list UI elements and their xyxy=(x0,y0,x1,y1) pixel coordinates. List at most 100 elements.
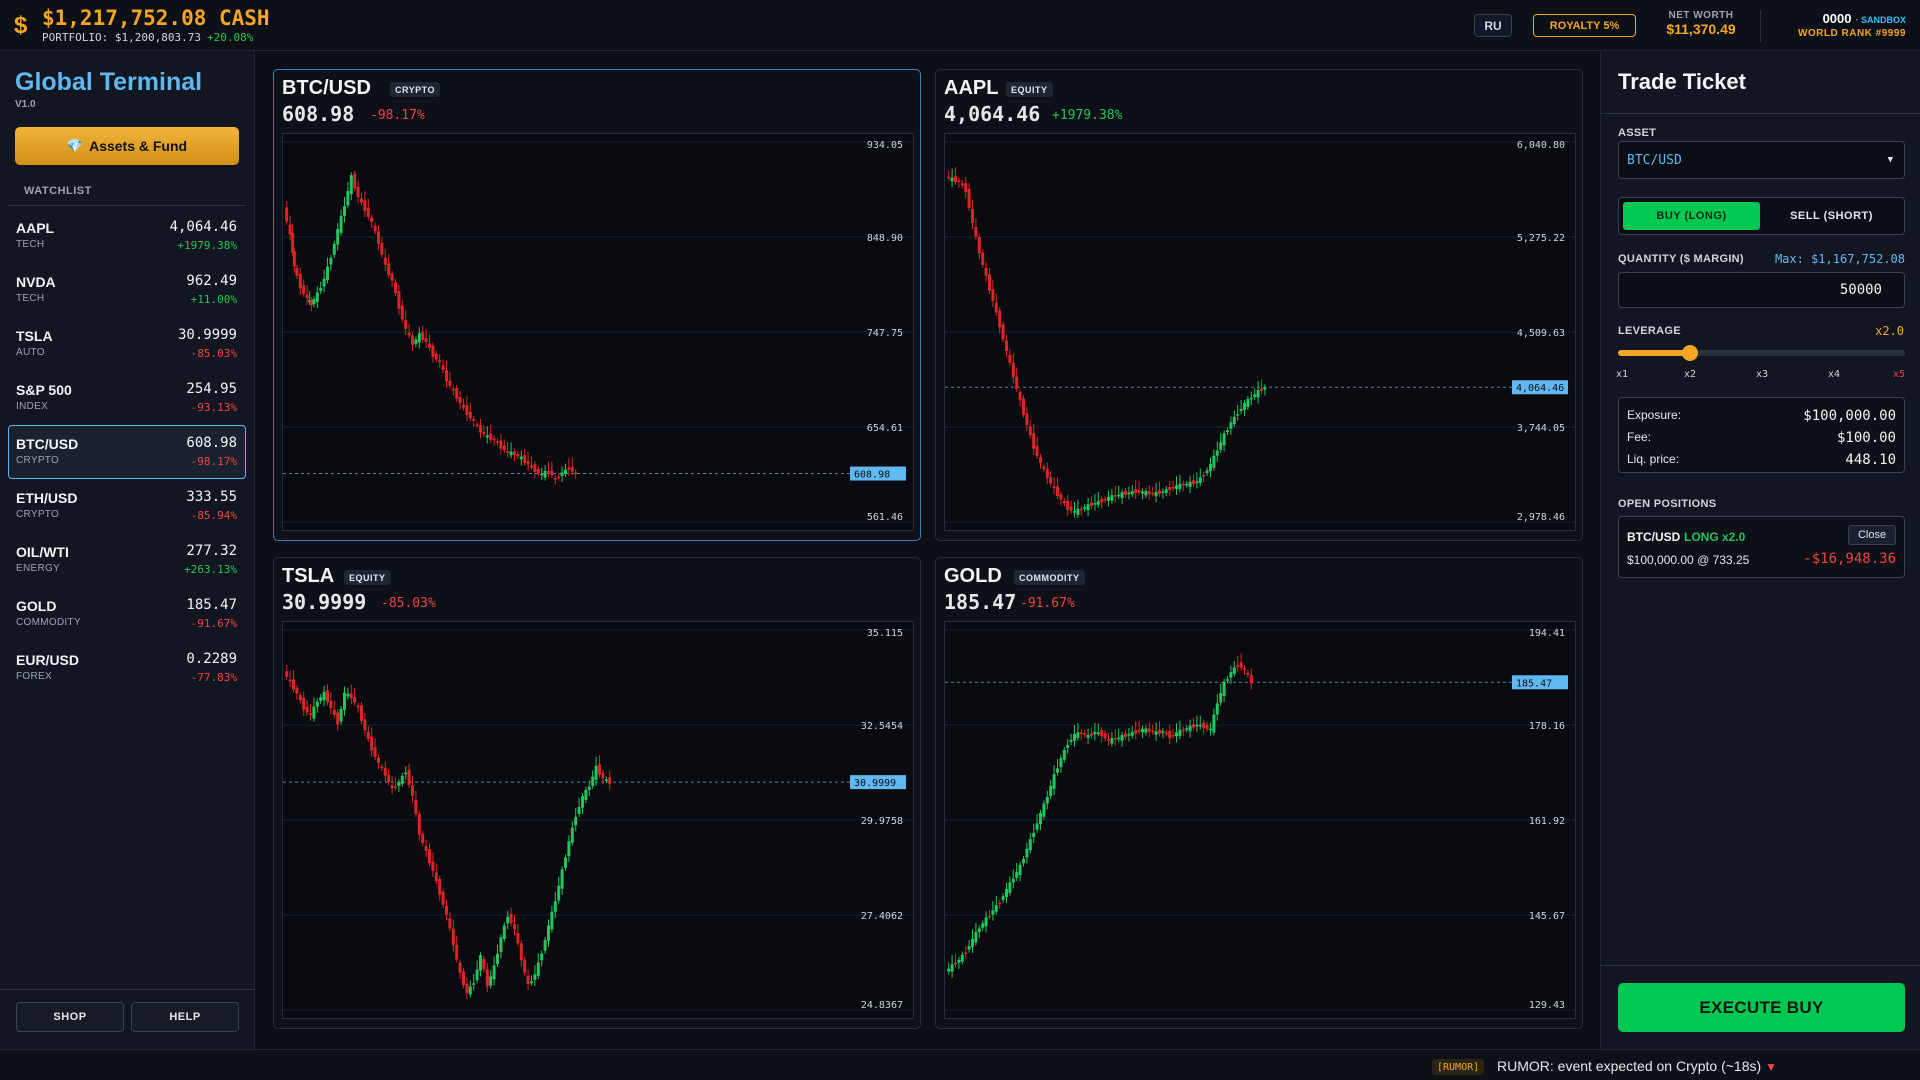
candle-body xyxy=(1107,496,1110,501)
candlestick-chart[interactable]: 194.41 178.16 161.92 145.67 129.43 185.47 xyxy=(944,621,1576,1019)
position-symbol: BTC/USD xyxy=(1627,530,1681,544)
candle-body xyxy=(1127,734,1131,736)
candle-body xyxy=(424,846,428,851)
y-tick-label: 161.92 xyxy=(1529,816,1565,827)
watchlist-item[interactable]: EUR/USD FOREX 0.2289 -77.83% xyxy=(8,641,246,695)
candle-body xyxy=(383,767,387,776)
candle-body xyxy=(547,925,550,941)
current-price-marker xyxy=(1512,675,1568,690)
sell-short-button[interactable]: SELL (SHORT) xyxy=(1790,210,1873,222)
assets-fund-button[interactable]: 💎 Assets & Fund xyxy=(15,127,239,165)
chart-panel-btcusd[interactable]: BTC/USD CRYPTO 608.98 -98.17% 934.05 848.90 74… xyxy=(273,69,921,541)
ticket-title: Trade Ticket xyxy=(1618,69,1746,94)
candlestick-chart[interactable]: 934.05 848.90 747.75 654.61 561.46 608.98 xyxy=(282,133,914,531)
candle-body xyxy=(1249,397,1253,400)
candle-body xyxy=(332,243,336,255)
watchlist-change: +263.13% xyxy=(184,563,237,576)
execute-buy-button[interactable]: EXECUTE BUY xyxy=(1618,983,1905,1032)
candle-body xyxy=(526,461,530,465)
candle-body xyxy=(390,785,394,789)
watchlist-title: WATCHLIST xyxy=(24,185,92,197)
candle-body xyxy=(407,332,411,336)
candle-body xyxy=(1202,475,1206,477)
net-worth: NET WORTH $11,370.49 xyxy=(1646,10,1756,37)
candle-body xyxy=(567,841,571,857)
candle-body xyxy=(346,191,350,206)
candle-body xyxy=(1161,491,1165,493)
candle-body xyxy=(360,705,363,721)
watchlist-symbol: NVDA xyxy=(16,274,56,290)
candle-body xyxy=(1175,732,1178,737)
quantity-input[interactable] xyxy=(1618,272,1905,308)
candle-body xyxy=(988,274,991,291)
buy-long-button[interactable]: BUY (LONG) xyxy=(1623,202,1760,230)
candle-body xyxy=(1117,737,1121,740)
watchlist-item[interactable]: OIL/WTI ENERGY 277.32 +263.13% xyxy=(8,533,246,587)
candlestick-chart[interactable]: 35.115 32.5454 29.9758 27.4062 24.8367 30.999… xyxy=(282,621,914,1019)
leverage-thumb[interactable] xyxy=(1681,345,1698,361)
candle-body xyxy=(1205,725,1209,729)
candle-body xyxy=(513,451,516,455)
leverage-slider[interactable] xyxy=(1618,345,1905,361)
candle-body xyxy=(1076,732,1080,738)
watchlist-item[interactable]: S&P 500 INDEX 254.95 -93.13% xyxy=(8,371,246,425)
candle-body xyxy=(536,468,540,474)
chart-panel-gold[interactable]: GOLD COMMODITY 185.47 -91.67% 194.41 178.16 16… xyxy=(935,557,1583,1029)
candle-body xyxy=(431,345,435,357)
watchlist-item[interactable]: BTC/USD CRYPTO 608.98 -98.17% xyxy=(8,425,246,479)
leverage-tick[interactable]: x4 xyxy=(1827,369,1841,380)
candle-body xyxy=(1209,728,1212,731)
watchlist-price: 277.32 xyxy=(186,543,237,559)
candle-body xyxy=(533,464,537,472)
candle-body xyxy=(998,902,1002,905)
watchlist-sector: TECH xyxy=(16,293,45,304)
chart-panel-aapl[interactable]: AAPL EQUITY 4,064.46 +1979.38% 6,040.80 5,275… xyxy=(935,69,1583,541)
candlestick-chart[interactable]: 6,040.80 5,275.22 4,509.63 3,744.05 2,978.46… xyxy=(944,133,1576,531)
chart-svg: 6,040.80 5,275.22 4,509.63 3,744.05 2,978.46… xyxy=(945,140,1575,523)
candle-body xyxy=(285,671,289,677)
candle-body xyxy=(981,252,985,265)
watchlist-change: -91.67% xyxy=(190,617,237,630)
max-margin[interactable]: Max: $1,167,752.08 xyxy=(1774,252,1905,266)
account-info[interactable]: 0000 · SANDBOX WORLD RANK #9999 xyxy=(1770,10,1906,39)
leverage-tick[interactable]: x3 xyxy=(1755,369,1769,380)
cash-balance: $1,217,752.08 CASH xyxy=(42,6,270,30)
candle-body xyxy=(1073,511,1076,513)
asset-select[interactable]: BTC/USD ▼ xyxy=(1618,141,1905,179)
royalty-badge[interactable]: ROYALTY 5% xyxy=(1533,14,1636,37)
candle-body xyxy=(434,353,438,360)
help-button[interactable]: HELP xyxy=(131,1002,239,1032)
world-rank: WORLD RANK #9999 xyxy=(1797,28,1906,39)
watchlist-sector: FOREX xyxy=(16,671,52,682)
candle-body xyxy=(1039,456,1042,463)
watchlist-price: 608.98 xyxy=(186,435,237,451)
candle-body xyxy=(1188,725,1192,732)
watchlist-item[interactable]: NVDA TECH 962.49 +11.00% xyxy=(8,263,246,317)
candle-body xyxy=(479,425,482,433)
candle-body xyxy=(387,774,391,783)
divider xyxy=(1760,10,1761,42)
candle-body xyxy=(540,473,544,476)
watchlist-item[interactable]: GOLD COMMODITY 185.47 -91.67% xyxy=(8,587,246,641)
leverage-tick[interactable]: x2 xyxy=(1683,369,1697,380)
shop-button[interactable]: SHOP xyxy=(16,1002,124,1032)
watchlist-item[interactable]: ETH/USD CRYPTO 333.55 -85.94% xyxy=(8,479,246,533)
chart-panel-tsla[interactable]: TSLA EQUITY 30.9999 -85.03% 35.115 32.5454 29.… xyxy=(273,557,921,1029)
side-toggle: BUY (LONG) SELL (SHORT) xyxy=(1618,197,1905,235)
asset-label: ASSET xyxy=(1618,127,1657,139)
candle-body xyxy=(390,273,394,281)
leverage-tick[interactable]: x1 xyxy=(1615,369,1629,380)
chart-svg: 934.05 848.90 747.75 654.61 561.46 608.98 xyxy=(283,140,913,523)
leverage-tick[interactable]: x5 xyxy=(1892,369,1906,380)
watchlist-item[interactable]: TSLA AUTO 30.9999 -85.03% xyxy=(8,317,246,371)
watchlist-item[interactable]: AAPL TECH 4,064.46 +1979.38% xyxy=(8,209,246,263)
language-button[interactable]: RU xyxy=(1474,14,1512,37)
candle-body xyxy=(964,183,968,193)
close-position-button[interactable]: Close xyxy=(1848,525,1896,545)
candle-body xyxy=(305,294,309,299)
candle-body xyxy=(1212,714,1216,733)
open-position-card: BTC/USD LONG x2.0 Close $100,000.00 @ 73… xyxy=(1618,516,1905,578)
candle-body xyxy=(1001,896,1005,900)
watchlist-price: 30.9999 xyxy=(177,327,237,343)
candle-body xyxy=(451,928,455,946)
